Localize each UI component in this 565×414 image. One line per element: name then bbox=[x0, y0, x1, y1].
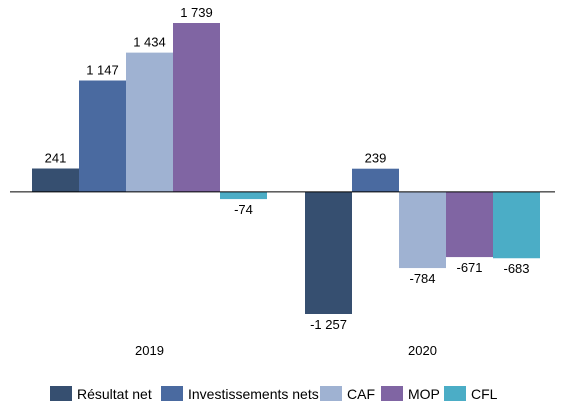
bar-2020-résultat-net bbox=[305, 191, 352, 314]
data-label: 239 bbox=[365, 151, 387, 166]
legend-swatch-investissements-nets bbox=[161, 386, 183, 401]
data-label: -784 bbox=[409, 271, 435, 286]
data-label: 1 147 bbox=[86, 63, 119, 78]
bar-2020-investissements-nets bbox=[352, 168, 399, 192]
data-label: -1 257 bbox=[310, 317, 347, 332]
bar-2019-mop bbox=[173, 23, 220, 192]
data-label: 1 434 bbox=[133, 35, 166, 50]
data-label: -74 bbox=[234, 202, 253, 217]
bar-2020-caf bbox=[399, 191, 446, 269]
category-label-2020: 2020 bbox=[408, 343, 437, 358]
bar-2020-cfl bbox=[493, 191, 540, 259]
category-labels-group: 2019 2020 bbox=[135, 343, 437, 358]
legend-swatch-mop bbox=[381, 386, 403, 401]
legend-label-mop: MOP bbox=[408, 386, 440, 402]
bar-2020-mop bbox=[446, 191, 493, 258]
bar-2019-résultat-net bbox=[32, 168, 79, 192]
legend-label-résultat-net: Résultat net bbox=[77, 386, 152, 402]
bar-2019-caf bbox=[126, 52, 173, 192]
legend-label-investissements-nets: Investissements nets bbox=[188, 386, 319, 402]
legend-label-cfl: CFL bbox=[471, 386, 498, 402]
data-label: -683 bbox=[503, 261, 529, 276]
bar-2019-cfl bbox=[220, 191, 267, 200]
category-label-2019: 2019 bbox=[135, 343, 164, 358]
data-labels-group: 241 1 147 1 434 1 739 -74 -1 257 239 -784 -671 -6… bbox=[45, 5, 530, 332]
data-label: 1 739 bbox=[180, 5, 213, 20]
bars-group bbox=[32, 23, 540, 314]
data-label: 241 bbox=[45, 151, 67, 166]
bar-2019-investissements-nets bbox=[79, 80, 126, 192]
legend-swatch-caf bbox=[320, 386, 342, 401]
legend-swatch-cfl bbox=[444, 386, 466, 401]
legend: Résultat net Investissements nets CAF MOP CF… bbox=[50, 386, 498, 402]
legend-swatch-résultat-net bbox=[50, 386, 72, 401]
data-label: -671 bbox=[456, 260, 482, 275]
legend-label-caf: CAF bbox=[347, 386, 375, 402]
